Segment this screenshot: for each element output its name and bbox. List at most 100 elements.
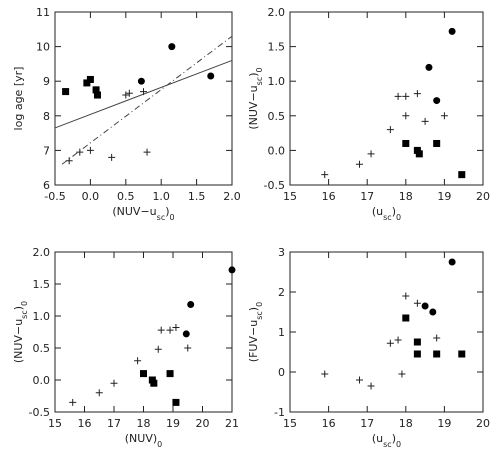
x-tick-label: -0.5 [44,190,65,203]
circle-point [168,43,176,51]
plus-point [402,112,410,120]
square-point [62,88,70,96]
y-axis-label-part: sc [255,77,264,86]
x-tick-label: 20 [476,190,490,203]
plus-point [355,160,363,168]
y-tick-label: 2.0 [33,246,51,259]
plus-point [143,148,151,156]
y-axis-label-part: ) [12,306,25,310]
circle-point [448,258,456,266]
y-tick-label: 1.5 [268,41,286,54]
x-tick-label: 19 [437,417,451,430]
y-tick-label: 6 [43,179,50,192]
plus-point [110,379,118,387]
x-tick-label: 16 [322,417,336,430]
circle-point [448,27,456,35]
y-axis-label-part: 0 [255,302,264,307]
y-tick-label: 0.0 [33,374,51,387]
x-axis-label-part: (NUV−u [112,205,156,218]
y-tick-label: 1 [278,326,285,339]
y-axis-label-part: (NUV−u [247,85,260,129]
x-axis-label: (NUV)0 [125,432,162,449]
plus-point [154,345,162,353]
plus-point [108,153,116,161]
y-tick-label: 2.0 [268,6,286,19]
plus-point [386,126,394,134]
square-point [166,370,174,378]
x-tick-label: 18 [399,190,413,203]
y-tick-label: 1.0 [268,75,286,88]
y-axis-label-part: log age [yr] [12,67,25,131]
plus-point [166,326,174,334]
plus-point [394,336,402,344]
fit-line [54,59,233,129]
x-tick-label: 15 [283,417,297,430]
x-axis-label-part: 0 [396,213,401,222]
x-axis-label-part: (NUV) [125,432,157,445]
square-point [140,370,147,378]
x-axis-label-part: 0 [157,440,162,449]
plus-point [413,90,421,98]
x-tick-label: 21 [225,417,239,430]
plus-point [440,112,448,120]
y-axis-label-part: sc [20,310,29,319]
x-tick-label: 0.0 [82,190,100,203]
x-axis-label-part: (u [372,205,383,218]
circle-point [137,77,145,85]
plus-point [321,370,329,378]
plus-point [76,148,84,156]
square-point [413,350,421,358]
plus-point [402,292,410,300]
x-tick-label: 16 [78,417,92,430]
y-tick-label: 7 [43,144,50,157]
x-axis-label-part: 0 [170,213,175,222]
x-tick-label: 18 [137,417,151,430]
y-tick-label: 11 [36,6,50,19]
x-tick-label: 20 [196,417,210,430]
square-point [83,79,91,87]
y-tick-label: 0 [278,366,285,379]
y-axis-label: (NUV−usc)0 [247,67,264,129]
y-axis-label-part: ) [247,72,260,76]
x-axis-label-part: sc [383,213,392,222]
y-axis-label-part: (FUV−u [247,320,260,362]
x-tick-label: 1.5 [188,190,206,203]
x-tick-label: 15 [283,190,297,203]
circle-point [187,300,195,308]
y-tick-label: 1.0 [33,310,51,323]
x-tick-label: 17 [360,190,374,203]
plus-point [355,376,363,384]
square-point [433,350,441,358]
y-tick-label: 0.5 [33,342,51,355]
y-axis-label-part: (NUV−u [12,319,25,363]
plus-point [421,117,429,125]
square-point [86,75,94,83]
x-tick-label: 1.0 [152,190,170,203]
x-tick-label: 15 [48,417,62,430]
square-point [433,139,441,147]
plus-point [122,91,130,99]
square-point [172,398,180,406]
plus-point [367,382,375,390]
y-tick-label: 2 [278,286,285,299]
square-point [458,171,466,179]
x-tick-label: 2.0 [223,190,241,203]
x-axis-label-part: (u [372,432,383,445]
circle-point [433,97,441,105]
y-axis-label-part: 0 [255,67,264,72]
plus-point [134,357,142,365]
plus-point [125,89,133,97]
y-tick-label: -1 [274,406,285,419]
plus-point [413,299,421,307]
y-axis-label: log age [yr] [12,67,25,131]
y-tick-label: 0.5 [268,110,286,123]
x-axis-label-part: ) [392,205,396,218]
circle-point [182,330,190,338]
y-axis-label-part: ) [247,307,260,311]
circle-point [207,72,215,80]
circle-point [429,308,437,316]
fit-line [61,35,233,165]
y-axis-label: (FUV−usc)0 [247,302,264,362]
square-point [92,86,100,94]
y-tick-label: 0.0 [268,144,286,157]
